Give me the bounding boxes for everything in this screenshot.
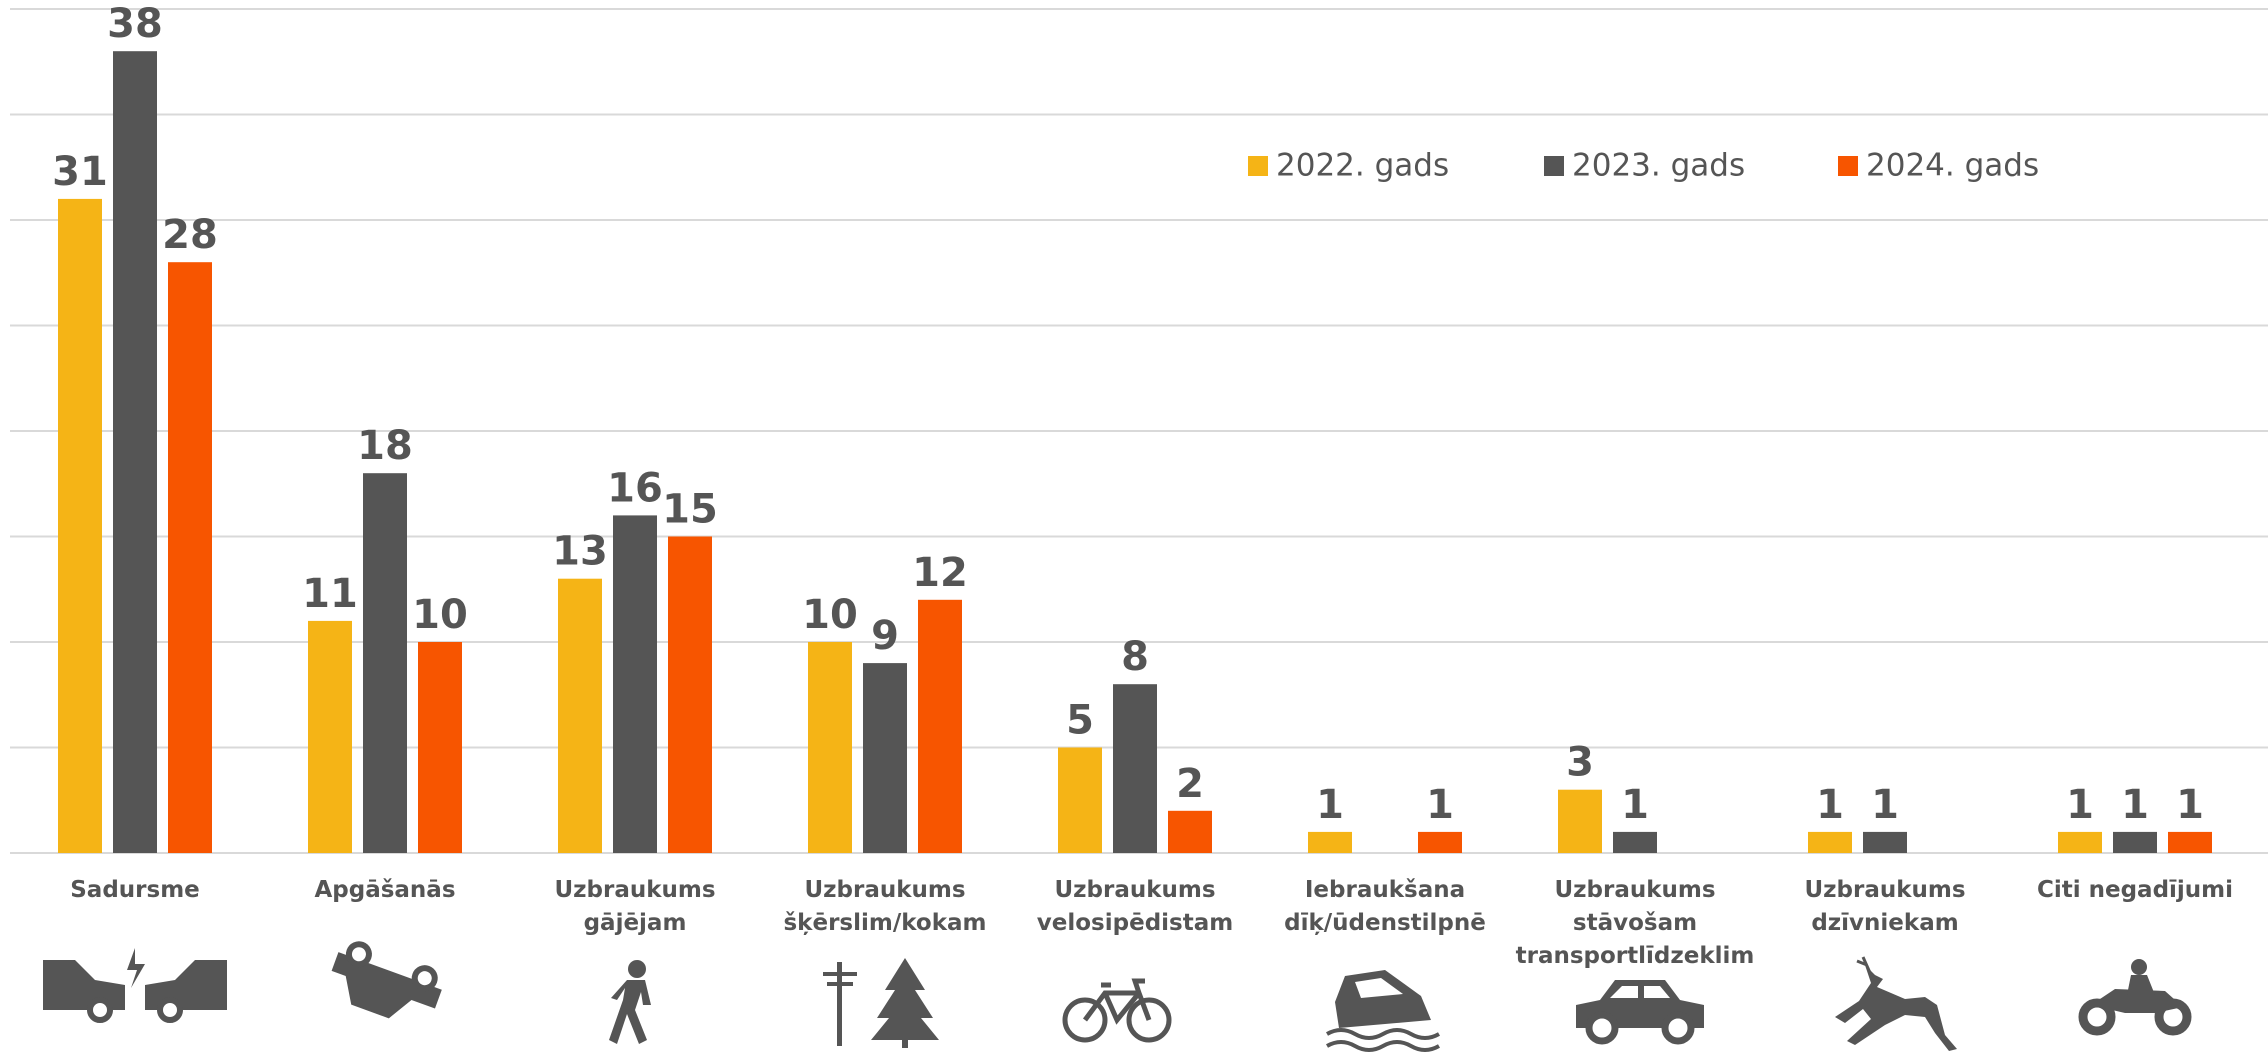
x-tick-label: Sadursme bbox=[70, 877, 200, 903]
bar bbox=[668, 536, 712, 853]
x-tick-label: Uzbraukums šķērslim/kokam bbox=[783, 877, 987, 936]
bar bbox=[363, 473, 407, 853]
legend-swatch bbox=[1838, 156, 1858, 176]
value-label: 5 bbox=[1066, 698, 1094, 744]
value-label: 2 bbox=[1176, 761, 1204, 807]
value-label: 18 bbox=[357, 423, 413, 469]
value-label: 13 bbox=[552, 529, 608, 575]
x-tick-label: Uzbraukums velosipēdistam bbox=[1036, 877, 1234, 936]
value-label: 1 bbox=[2176, 782, 2204, 828]
value-label: 9 bbox=[871, 613, 899, 659]
bar bbox=[418, 642, 462, 853]
value-label: 38 bbox=[107, 1, 163, 47]
bar bbox=[1808, 831, 1852, 853]
x-tick-label: Iebraukšana dīķ/ūdenstilpnē bbox=[1284, 877, 1486, 936]
legend-swatch bbox=[1248, 156, 1268, 176]
bar bbox=[58, 198, 102, 853]
value-label: 3 bbox=[1566, 740, 1594, 786]
icon-motorcycle bbox=[2078, 959, 2192, 1036]
legend-label: 2024. gads bbox=[1866, 148, 2039, 184]
legend-label: 2022. gads bbox=[1276, 148, 1449, 184]
value-label: 1 bbox=[2066, 782, 2094, 828]
value-label: 10 bbox=[802, 592, 858, 638]
value-label: 10 bbox=[412, 592, 468, 638]
bar bbox=[1613, 831, 1657, 853]
bar bbox=[613, 515, 657, 853]
bar bbox=[863, 663, 907, 853]
icon-pedestrian bbox=[609, 960, 651, 1044]
bar bbox=[1558, 789, 1602, 853]
bar bbox=[1863, 831, 1907, 853]
bar bbox=[1418, 831, 1462, 853]
bar bbox=[558, 578, 602, 853]
value-label: 16 bbox=[607, 465, 663, 511]
bar bbox=[2168, 831, 2212, 853]
icon-water bbox=[1326, 970, 1440, 1052]
icon-collision bbox=[43, 948, 227, 1023]
value-label: 1 bbox=[1816, 782, 1844, 828]
x-tick-label: Uzbraukums dzīvniekam bbox=[1804, 877, 1966, 936]
icon-deer bbox=[1835, 956, 1957, 1051]
bar bbox=[1168, 810, 1212, 853]
bar bbox=[113, 51, 157, 853]
legend-swatch bbox=[1544, 156, 1564, 176]
bar bbox=[2058, 831, 2102, 853]
bar bbox=[2113, 831, 2157, 853]
value-label: 11 bbox=[302, 571, 358, 617]
icon-obstacle bbox=[823, 958, 939, 1048]
value-label: 15 bbox=[662, 487, 718, 533]
icon-bicycle bbox=[1062, 978, 1172, 1043]
value-label: 8 bbox=[1121, 634, 1149, 680]
value-label: 28 bbox=[162, 212, 218, 258]
value-label: 1 bbox=[1316, 782, 1344, 828]
bar bbox=[168, 262, 212, 853]
value-label: 12 bbox=[912, 550, 968, 596]
bar bbox=[308, 620, 352, 853]
x-tick-label: Citi negadījumi bbox=[2036, 877, 2234, 903]
icon-rollover bbox=[331, 941, 442, 1019]
value-label: 1 bbox=[1871, 782, 1899, 828]
value-label: 1 bbox=[1426, 782, 1454, 828]
value-label: 31 bbox=[52, 149, 108, 195]
icon-parked-car bbox=[1576, 980, 1704, 1045]
x-tick-label: Uzbraukums gājējam bbox=[554, 877, 716, 936]
bar bbox=[918, 599, 962, 853]
legend-label: 2023. gads bbox=[1572, 148, 1745, 184]
bar bbox=[1058, 747, 1102, 853]
value-label: 1 bbox=[1621, 782, 1649, 828]
bar bbox=[1308, 831, 1352, 853]
bar bbox=[808, 642, 852, 853]
x-tick-label: Apgāšanās bbox=[314, 877, 456, 903]
x-tick-label: Uzbraukums stāvošam transportlīdzeklim bbox=[1515, 877, 1755, 969]
value-label: 1 bbox=[2121, 782, 2149, 828]
bar bbox=[1113, 684, 1157, 853]
